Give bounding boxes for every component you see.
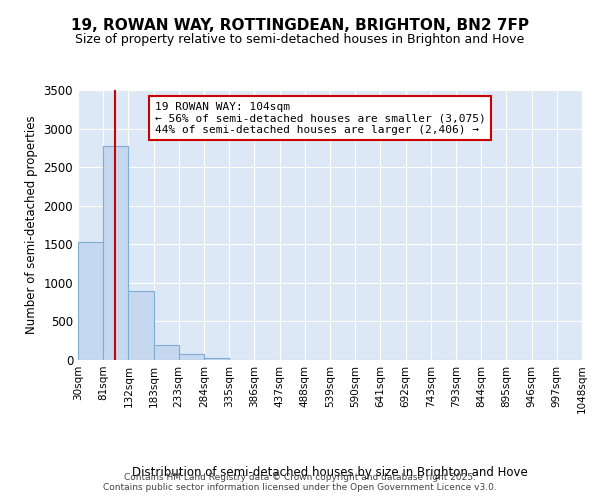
Bar — [128, 290, 154, 360]
Text: Contains public sector information licensed under the Open Government Licence v3: Contains public sector information licen… — [103, 484, 497, 492]
Bar — [103, 146, 128, 360]
Text: Contains HM Land Registry data © Crown copyright and database right 2025.: Contains HM Land Registry data © Crown c… — [124, 472, 476, 482]
Text: 19, ROWAN WAY, ROTTINGDEAN, BRIGHTON, BN2 7FP: 19, ROWAN WAY, ROTTINGDEAN, BRIGHTON, BN… — [71, 18, 529, 32]
Y-axis label: Number of semi-detached properties: Number of semi-detached properties — [25, 116, 38, 334]
Bar — [78, 242, 103, 360]
Bar — [204, 358, 229, 360]
Text: 19 ROWAN WAY: 104sqm
← 56% of semi-detached houses are smaller (3,075)
44% of se: 19 ROWAN WAY: 104sqm ← 56% of semi-detac… — [155, 102, 485, 135]
Bar — [179, 354, 204, 360]
X-axis label: Distribution of semi-detached houses by size in Brighton and Hove: Distribution of semi-detached houses by … — [132, 466, 528, 479]
Text: Size of property relative to semi-detached houses in Brighton and Hove: Size of property relative to semi-detach… — [76, 32, 524, 46]
Bar — [154, 344, 179, 360]
